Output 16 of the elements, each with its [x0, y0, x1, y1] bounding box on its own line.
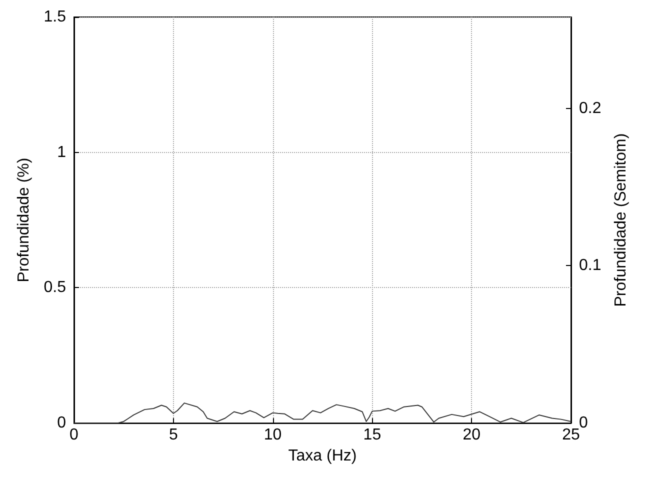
x-tick-label: 0	[70, 426, 79, 444]
x-tick-label: 5	[168, 426, 178, 444]
y-tick-label: 0.5	[44, 279, 66, 296]
y2-tick-label: 0.1	[579, 257, 602, 274]
x-tick-label: 10	[264, 426, 282, 444]
y2-axis-title: Profundidade (Semitom)	[612, 133, 630, 307]
y-tick-label: 1	[57, 144, 66, 161]
x-axis-title: Taxa (Hz)	[288, 448, 357, 464]
y-tick-label: 1.5	[44, 8, 66, 26]
y2-tick-label: 0	[579, 414, 588, 432]
x-tick-label: 20	[462, 426, 481, 444]
y-axis-title: Profundidade (%)	[16, 158, 32, 282]
y2-tick-label: 0.2	[579, 100, 602, 117]
x-tick-label: 15	[363, 426, 382, 444]
x-tick-label: 25	[562, 426, 580, 444]
y-tick-label: 0	[57, 414, 66, 432]
